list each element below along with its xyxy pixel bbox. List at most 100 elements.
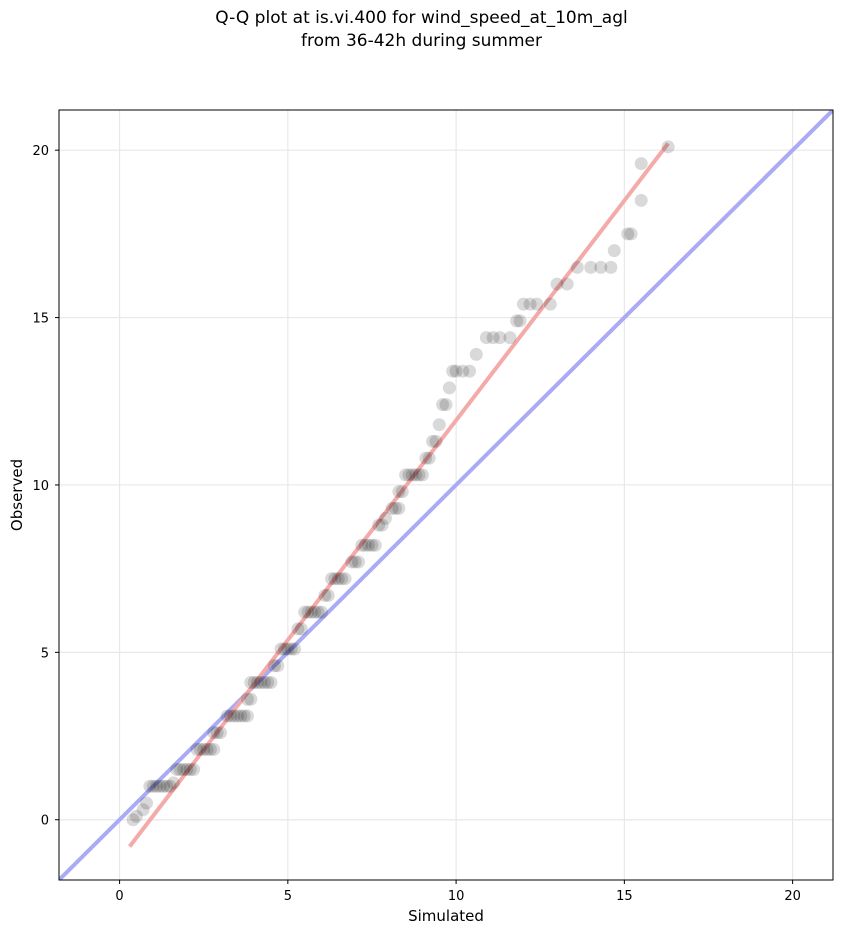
data-point xyxy=(126,813,140,827)
data-point xyxy=(409,468,423,482)
data-point xyxy=(395,485,409,499)
data-point xyxy=(436,398,450,412)
data-point xyxy=(237,709,251,723)
data-point xyxy=(318,588,332,602)
data-point xyxy=(150,779,164,793)
data-point xyxy=(257,675,271,689)
data-point xyxy=(240,692,254,706)
y-tick-label: 20 xyxy=(32,144,49,159)
x-tick-label: 5 xyxy=(284,889,292,904)
data-point xyxy=(429,434,443,448)
data-point xyxy=(634,193,648,207)
y-axis-label: Observed xyxy=(8,459,26,531)
data-point xyxy=(479,331,493,345)
x-tick-label: 0 xyxy=(115,889,123,904)
data-point xyxy=(449,364,463,378)
data-point xyxy=(385,501,399,515)
x-tick-label: 15 xyxy=(616,889,633,904)
identity-line xyxy=(59,110,833,880)
data-point xyxy=(311,605,325,619)
data-point xyxy=(432,418,446,432)
data-point xyxy=(291,622,305,636)
data-point xyxy=(247,675,261,689)
data-point xyxy=(365,538,379,552)
data-point xyxy=(274,642,288,656)
data-point xyxy=(190,742,204,756)
data-point xyxy=(267,659,281,673)
data-point xyxy=(348,555,362,569)
data-point xyxy=(493,331,507,345)
data-point xyxy=(331,572,345,586)
data-point xyxy=(264,675,278,689)
data-point xyxy=(277,642,291,656)
data-point xyxy=(207,726,221,740)
data-point xyxy=(314,605,328,619)
data-point xyxy=(362,538,376,552)
data-point xyxy=(375,518,389,532)
data-point xyxy=(173,763,187,777)
data-point xyxy=(251,675,265,689)
data-point xyxy=(146,779,160,793)
plot-frame xyxy=(58,109,834,881)
data-point xyxy=(446,364,460,378)
x-axis-label: Simulated xyxy=(408,907,484,925)
data-point xyxy=(442,381,456,395)
data-point xyxy=(301,605,315,619)
data-point xyxy=(426,434,440,448)
data-point xyxy=(288,642,302,656)
data-point xyxy=(203,742,217,756)
fit-line xyxy=(128,142,670,848)
data-point xyxy=(308,605,322,619)
data-point xyxy=(402,468,416,482)
chart-title-line-2: from 36-42h during summer xyxy=(301,31,542,51)
data-point xyxy=(271,659,285,673)
data-point xyxy=(378,511,392,525)
data-point xyxy=(584,260,598,274)
data-point xyxy=(392,485,406,499)
data-point xyxy=(338,572,352,586)
data-point xyxy=(328,572,342,586)
data-point xyxy=(166,776,180,790)
data-point xyxy=(160,779,174,793)
data-point xyxy=(389,501,403,515)
data-point xyxy=(594,260,608,274)
y-tick-label: 5 xyxy=(41,646,49,661)
data-point xyxy=(550,277,564,291)
data-point xyxy=(372,518,386,532)
data-point xyxy=(143,779,157,793)
data-point xyxy=(170,763,184,777)
y-tick-label: 10 xyxy=(32,479,49,494)
data-point xyxy=(234,709,248,723)
data-point xyxy=(224,709,238,723)
data-point xyxy=(197,742,211,756)
data-point xyxy=(210,726,224,740)
data-point xyxy=(187,763,201,777)
data-point xyxy=(368,538,382,552)
data-point xyxy=(193,742,207,756)
data-point xyxy=(254,675,268,689)
data-point xyxy=(177,763,191,777)
x-tick-label: 20 xyxy=(784,889,801,904)
data-point xyxy=(129,809,143,823)
data-point xyxy=(261,675,275,689)
data-point xyxy=(230,709,244,723)
data-points xyxy=(126,140,675,827)
data-point xyxy=(503,331,517,345)
data-point xyxy=(352,555,366,569)
data-point xyxy=(325,572,339,586)
data-point xyxy=(163,779,177,793)
y-tick-label: 15 xyxy=(32,312,49,327)
data-point xyxy=(607,244,621,258)
data-point xyxy=(405,468,419,482)
data-point xyxy=(281,642,295,656)
data-point xyxy=(419,451,433,465)
data-point xyxy=(634,157,648,171)
data-point xyxy=(392,501,406,515)
data-point xyxy=(355,538,369,552)
data-point xyxy=(412,468,426,482)
reference-lines xyxy=(59,110,833,880)
data-point xyxy=(220,709,234,723)
data-point xyxy=(345,555,359,569)
data-point xyxy=(240,709,254,723)
data-point xyxy=(543,297,557,311)
